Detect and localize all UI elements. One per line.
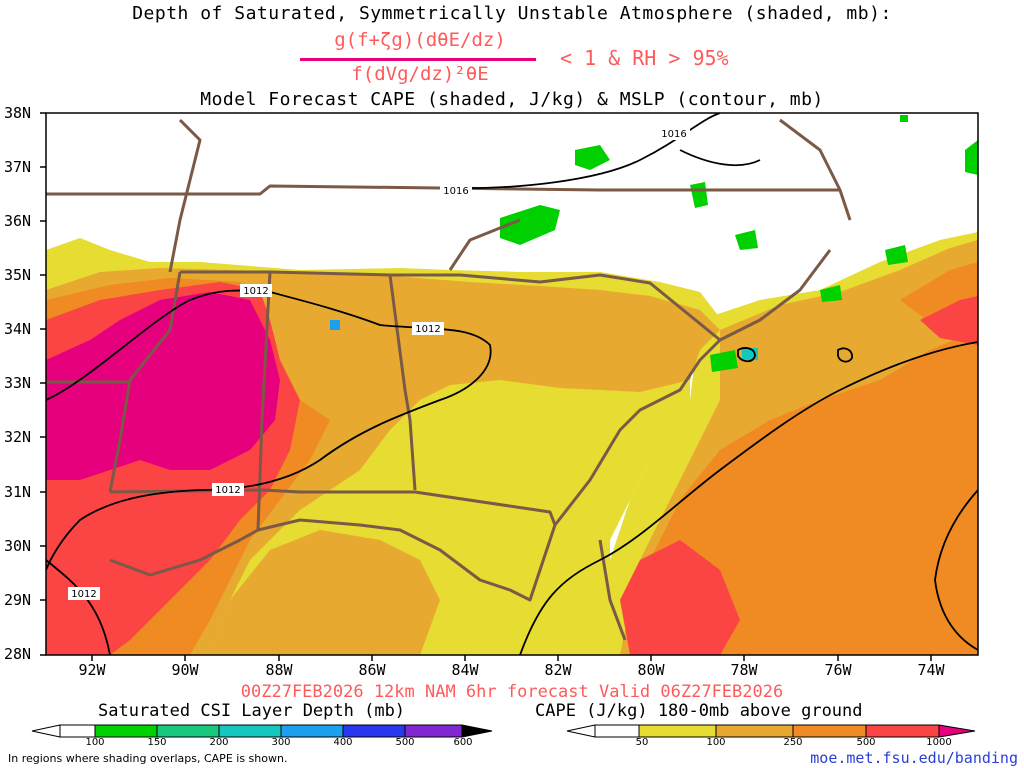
cape-colorbar-tick: 500 bbox=[856, 737, 876, 748]
lat-label: 33N bbox=[4, 374, 32, 392]
csi-colorbar-tick: 200 bbox=[209, 737, 229, 748]
isobar-label: 1012 bbox=[415, 324, 440, 335]
overlap-footnote: In regions where shading overlaps, CAPE … bbox=[8, 752, 288, 765]
cape-shade-1000 bbox=[46, 292, 280, 480]
lon-ticks bbox=[91, 655, 932, 661]
cape-shade-100-gulf bbox=[210, 530, 440, 655]
forecast-valid-line: 00Z27FEB2026 12km NAM 6hr forecast Valid… bbox=[240, 682, 784, 702]
csi-shade-100 bbox=[500, 115, 978, 372]
csi-colorbar-tick: 300 bbox=[271, 737, 291, 748]
lon-label: 84W bbox=[451, 661, 479, 679]
lon-label: 90W bbox=[171, 661, 199, 679]
lat-label: 28N bbox=[4, 645, 32, 663]
lat-label: 29N bbox=[4, 591, 32, 609]
fraction-numerator: g(f+ζg)(dθE/dz) bbox=[334, 29, 506, 51]
isobar-label: 1012 bbox=[71, 589, 96, 600]
lat-label: 36N bbox=[4, 212, 32, 230]
isobar-labels: 1016 1016 1012 1012 1012 1012 bbox=[68, 127, 690, 600]
lat-label: 32N bbox=[4, 428, 32, 446]
cape-shade-500-ne bbox=[920, 296, 978, 345]
mslp-isobars bbox=[46, 113, 978, 655]
csi-colorbar-tick: 100 bbox=[85, 737, 105, 748]
cape-colorbar-tick: 1000 bbox=[926, 737, 952, 748]
lat-label: 38N bbox=[4, 104, 32, 122]
cape-colorbar-tick: 100 bbox=[706, 737, 726, 748]
cape-shade-250-atlantic bbox=[640, 330, 978, 655]
lon-label: 92W bbox=[78, 661, 106, 679]
csi-criterion-condition: < 1 & RH > 95% bbox=[560, 46, 729, 70]
lat-label: 34N bbox=[4, 320, 32, 338]
chart-title: Depth of Saturated, Symmetrically Unstab… bbox=[132, 3, 892, 24]
csi-criterion-fraction: g(f+ζg)(dθE/dz) f(dVg/dz)²θE bbox=[300, 29, 540, 85]
colorbars bbox=[31, 724, 976, 738]
source-url[interactable]: moe.met.fsu.edu/banding bbox=[810, 749, 1018, 767]
lat-label: 37N bbox=[4, 158, 32, 176]
map-frame bbox=[45, 112, 979, 656]
isobar-label: 1012 bbox=[243, 286, 268, 297]
state-boundaries bbox=[46, 118, 852, 641]
csi-colorbar bbox=[31, 724, 493, 738]
lat-label: 35N bbox=[4, 266, 32, 284]
chart-subtitle: Model Forecast CAPE (shaded, J/kg) & MSL… bbox=[200, 89, 824, 110]
isobar-label: 1012 bbox=[215, 485, 240, 496]
lon-label: 88W bbox=[265, 661, 293, 679]
lon-label: 80W bbox=[637, 661, 665, 679]
lon-label: 76W bbox=[824, 661, 852, 679]
csi-colorbar-tick: 150 bbox=[147, 737, 167, 748]
lat-label: 31N bbox=[4, 483, 32, 501]
lat-ticks bbox=[40, 112, 46, 656]
lon-label: 74W bbox=[917, 661, 945, 679]
cape-colorbar-tick: 50 bbox=[635, 737, 649, 748]
csi-colorbar-title: Saturated CSI Layer Depth (mb) bbox=[98, 701, 406, 721]
lon-label: 86W bbox=[358, 661, 386, 679]
cape-shade-500-atlantic bbox=[620, 540, 740, 655]
csi-shade-300 bbox=[330, 320, 340, 330]
isobar-label: 1016 bbox=[443, 186, 468, 197]
fraction-bar bbox=[300, 58, 536, 61]
isobar-label: 1016 bbox=[661, 129, 686, 140]
fraction-denominator: f(dVg/dz)²θE bbox=[351, 63, 489, 85]
csi-colorbar-tick: 500 bbox=[395, 737, 415, 748]
cape-colorbar bbox=[566, 724, 976, 738]
cape-colorbar-tick: 250 bbox=[783, 737, 803, 748]
csi-colorbar-tick: 400 bbox=[333, 737, 353, 748]
csi-colorbar-tick: 600 bbox=[453, 737, 473, 748]
lat-label: 30N bbox=[4, 537, 32, 555]
lon-label: 78W bbox=[730, 661, 758, 679]
cape-colorbar-title: CAPE (J/kg) 180-0mb above ground bbox=[535, 701, 863, 721]
lon-label: 82W bbox=[544, 661, 572, 679]
